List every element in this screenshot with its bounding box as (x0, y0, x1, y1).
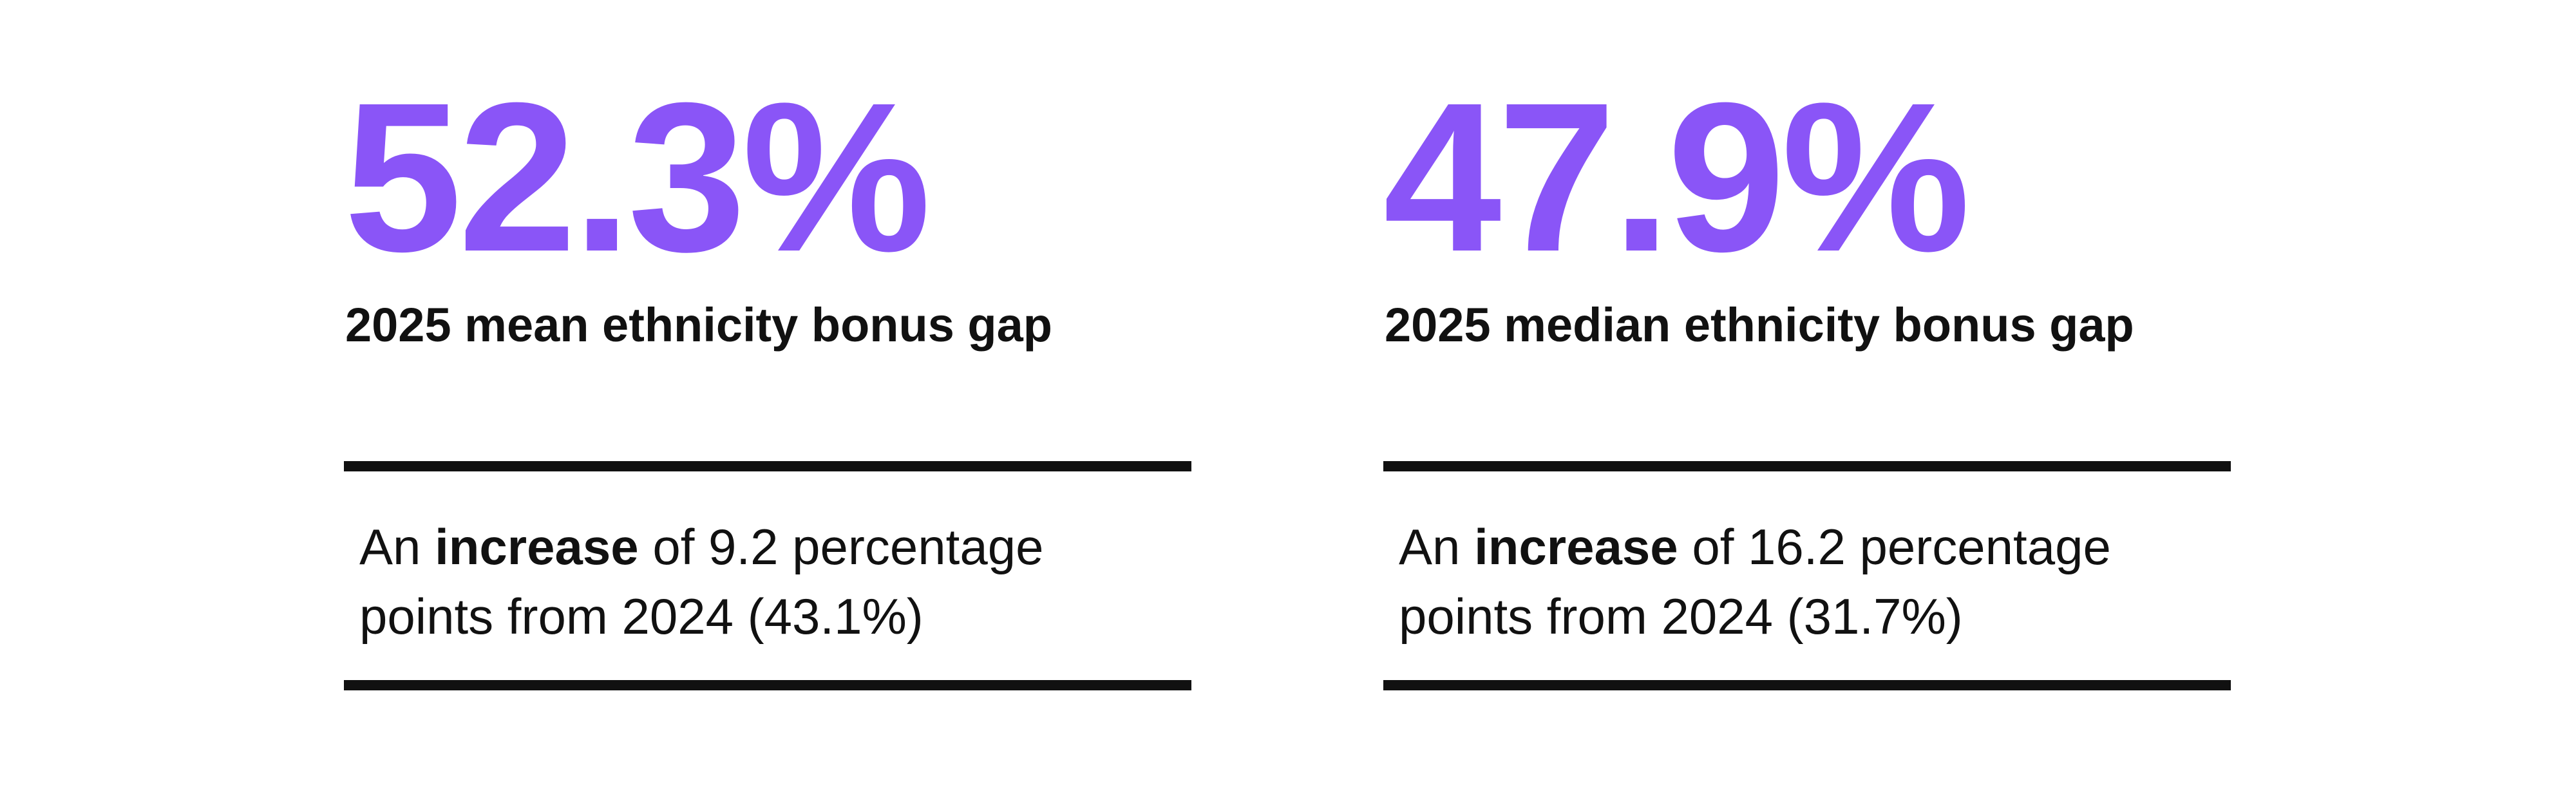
description: An increase of 16.2 percentage points fr… (1399, 512, 2210, 651)
stat-value: 47.9% (1383, 58, 1971, 296)
divider (1383, 461, 2231, 471)
stat-value: 52.3% (344, 58, 931, 296)
description-prefix: An (1399, 518, 1461, 575)
description-emphasis: increase (1474, 518, 1678, 575)
description-rest: of 9.2 percentage points from 2024 (43.1… (359, 518, 1044, 645)
description-rest: of 16.2 percentage points from 2024 (31.… (1399, 518, 2111, 645)
stat-label: 2025 mean ethnicity bonus gap (345, 298, 1052, 352)
description-prefix: An (359, 518, 421, 575)
description: An increase of 9.2 percentage points fro… (359, 512, 1171, 651)
divider (344, 461, 1191, 471)
divider (1383, 680, 2231, 690)
stat-card: 47.9% 2025 median ethnicity bonus gap An… (1383, 0, 2231, 805)
divider (344, 680, 1191, 690)
description-emphasis: increase (435, 518, 639, 575)
stat-card: 52.3% 2025 mean ethnicity bonus gap An i… (344, 0, 1191, 805)
stat-label: 2025 median ethnicity bonus gap (1385, 298, 2134, 352)
